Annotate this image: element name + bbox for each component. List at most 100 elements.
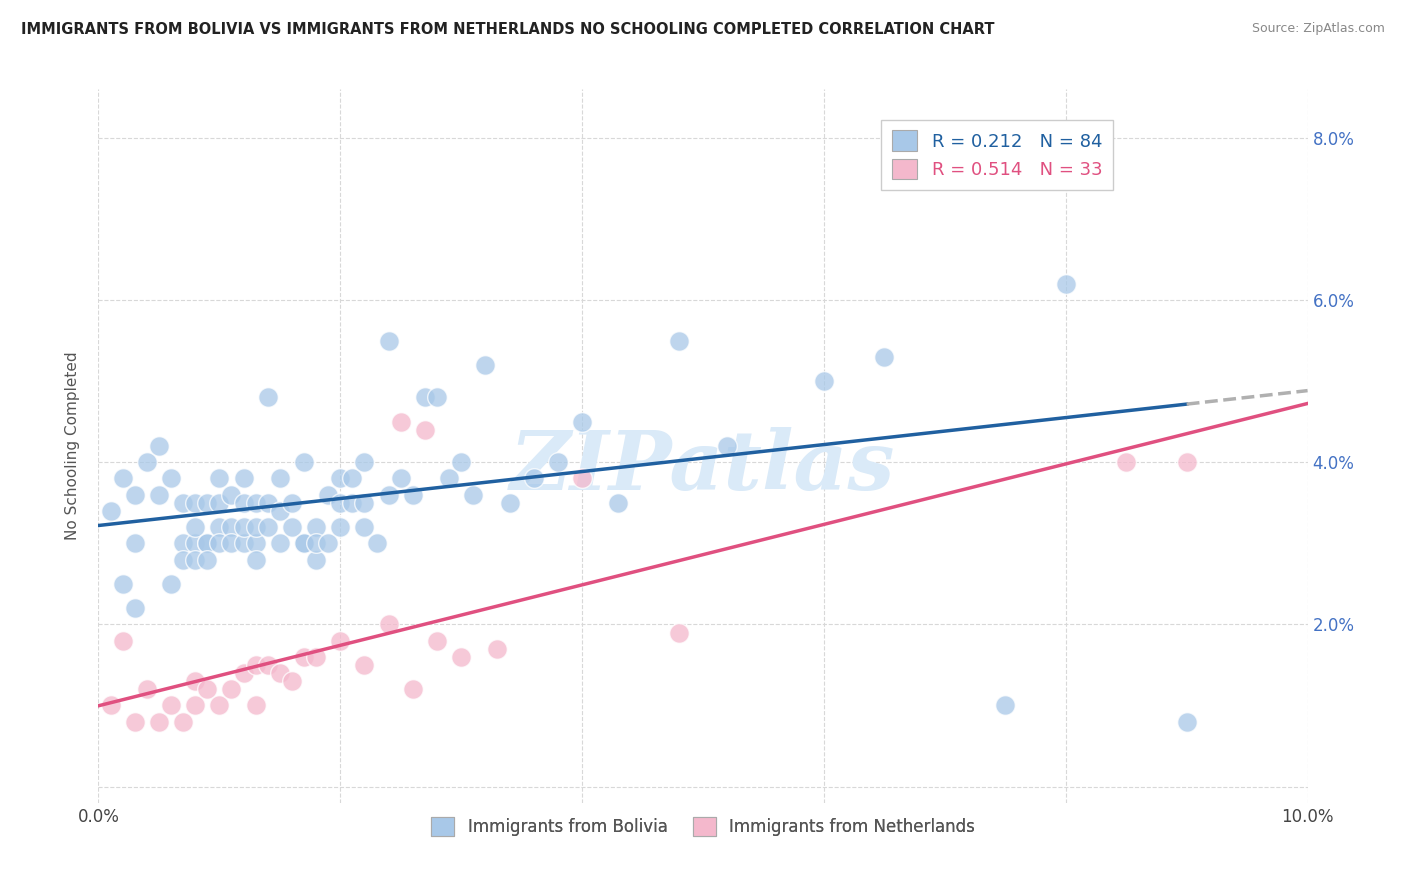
Point — [100, 504, 122, 518]
Point — [716, 439, 738, 453]
Point — [232, 536, 254, 550]
Point — [292, 649, 315, 664]
Point — [221, 488, 243, 502]
Point — [377, 488, 399, 502]
Point — [402, 682, 425, 697]
Point — [498, 496, 520, 510]
Point — [450, 455, 472, 469]
Point — [292, 536, 315, 550]
Point — [232, 496, 254, 510]
Point — [353, 657, 375, 672]
Point — [245, 657, 267, 672]
Point — [256, 520, 278, 534]
Point — [221, 520, 243, 534]
Point — [437, 471, 460, 485]
Point — [377, 334, 399, 348]
Point — [377, 617, 399, 632]
Point — [232, 666, 254, 681]
Point — [184, 698, 207, 713]
Point — [195, 536, 218, 550]
Point — [353, 520, 375, 534]
Point — [329, 633, 352, 648]
Point — [389, 471, 412, 485]
Point — [994, 698, 1017, 713]
Point — [135, 455, 157, 469]
Text: IMMIGRANTS FROM BOLIVIA VS IMMIGRANTS FROM NETHERLANDS NO SCHOOLING COMPLETED CO: IMMIGRANTS FROM BOLIVIA VS IMMIGRANTS FR… — [21, 22, 994, 37]
Legend: Immigrants from Bolivia, Immigrants from Netherlands: Immigrants from Bolivia, Immigrants from… — [423, 808, 983, 845]
Point — [342, 496, 364, 510]
Point — [523, 471, 546, 485]
Point — [402, 488, 425, 502]
Point — [160, 698, 183, 713]
Point — [292, 455, 315, 469]
Point — [195, 552, 218, 566]
Point — [245, 496, 267, 510]
Point — [329, 471, 352, 485]
Point — [281, 496, 304, 510]
Point — [256, 496, 278, 510]
Point — [342, 471, 364, 485]
Point — [413, 423, 436, 437]
Point — [281, 520, 304, 534]
Point — [1115, 455, 1137, 469]
Point — [668, 625, 690, 640]
Point — [160, 471, 183, 485]
Point — [195, 536, 218, 550]
Point — [256, 657, 278, 672]
Point — [426, 633, 449, 648]
Point — [245, 520, 267, 534]
Y-axis label: No Schooling Completed: No Schooling Completed — [65, 351, 80, 541]
Point — [668, 334, 690, 348]
Point — [184, 536, 207, 550]
Point — [172, 536, 194, 550]
Point — [245, 536, 267, 550]
Point — [353, 496, 375, 510]
Point — [172, 496, 194, 510]
Point — [329, 520, 352, 534]
Point — [316, 536, 339, 550]
Point — [1175, 455, 1198, 469]
Point — [148, 714, 170, 729]
Point — [208, 520, 231, 534]
Point — [873, 350, 896, 364]
Point — [269, 504, 291, 518]
Point — [245, 552, 267, 566]
Point — [208, 698, 231, 713]
Point — [426, 390, 449, 404]
Point — [571, 415, 593, 429]
Point — [486, 641, 509, 656]
Point — [389, 415, 412, 429]
Point — [316, 488, 339, 502]
Point — [111, 577, 134, 591]
Point — [148, 488, 170, 502]
Point — [195, 682, 218, 697]
Point — [232, 471, 254, 485]
Point — [269, 471, 291, 485]
Point — [1175, 714, 1198, 729]
Point — [172, 552, 194, 566]
Point — [124, 536, 146, 550]
Point — [353, 455, 375, 469]
Point — [184, 552, 207, 566]
Point — [1054, 277, 1077, 291]
Point — [305, 536, 328, 550]
Point — [184, 674, 207, 689]
Point — [957, 171, 980, 186]
Point — [256, 390, 278, 404]
Point — [111, 633, 134, 648]
Point — [329, 496, 352, 510]
Point — [135, 682, 157, 697]
Point — [305, 649, 328, 664]
Point — [245, 698, 267, 713]
Point — [607, 496, 630, 510]
Point — [148, 439, 170, 453]
Point — [221, 682, 243, 697]
Point — [366, 536, 388, 550]
Text: Source: ZipAtlas.com: Source: ZipAtlas.com — [1251, 22, 1385, 36]
Point — [195, 496, 218, 510]
Point — [813, 374, 835, 388]
Point — [208, 471, 231, 485]
Point — [208, 496, 231, 510]
Point — [184, 520, 207, 534]
Point — [111, 471, 134, 485]
